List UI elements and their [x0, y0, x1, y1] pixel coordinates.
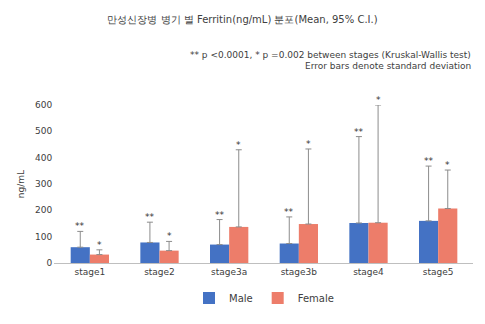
svg-text:300: 300 [35, 179, 52, 189]
svg-text:600: 600 [35, 100, 52, 110]
svg-text:100: 100 [35, 232, 52, 242]
svg-text:stage4: stage4 [353, 267, 384, 277]
svg-text:ng/mL: ng/mL [16, 170, 26, 198]
svg-text:stage1: stage1 [74, 267, 105, 277]
svg-text:stage2: stage2 [144, 267, 175, 277]
svg-text:** p <0.0001, * p =0.002 betwe: ** p <0.0001, * p =0.002 between stages … [190, 50, 471, 60]
svg-text:500: 500 [35, 126, 52, 136]
svg-text:*: * [167, 231, 172, 241]
svg-text:stage3a: stage3a [211, 267, 247, 277]
svg-text:stage5: stage5 [423, 267, 454, 277]
svg-text:stage3b: stage3b [281, 267, 318, 277]
svg-text:**: ** [354, 127, 364, 137]
svg-text:Error bars denote standard dev: Error bars denote standard deviation [305, 61, 471, 71]
svg-text:**: ** [284, 207, 294, 217]
svg-text:*: * [97, 240, 102, 250]
svg-text:**: ** [424, 156, 434, 166]
svg-text:*: * [236, 140, 241, 150]
svg-text:*: * [376, 95, 381, 105]
svg-text:**: ** [75, 221, 85, 231]
svg-text:Male: Male [229, 293, 253, 304]
svg-text:0: 0 [46, 258, 52, 268]
svg-text:200: 200 [35, 205, 52, 215]
svg-text:**: ** [145, 212, 155, 222]
svg-text:만성신장병 병기 별 Ferritin(ng/mL) 분포(: 만성신장병 병기 별 Ferritin(ng/mL) 분포(Mean, 95% … [107, 14, 377, 25]
svg-text:Female: Female [298, 293, 334, 304]
svg-text:*: * [445, 160, 450, 170]
svg-text:400: 400 [35, 153, 52, 163]
svg-text:*: * [306, 139, 311, 149]
svg-text:**: ** [215, 210, 225, 220]
